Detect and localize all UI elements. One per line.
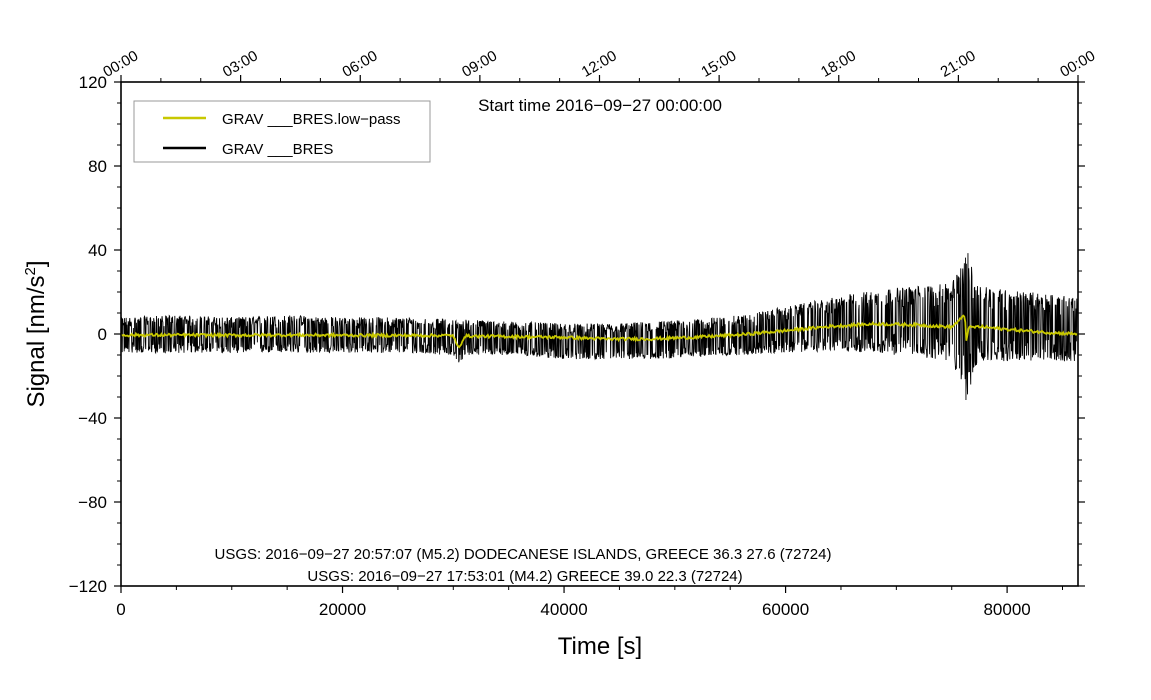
- y-axis-title-end: ]: [23, 260, 50, 267]
- annotation-dodecanese: USGS: 2016−09−27 20:57:07 (M5.2) DODECAN…: [215, 546, 832, 563]
- series-raw-signal: [121, 253, 1078, 401]
- x-tick-label: 60000: [762, 600, 809, 619]
- x-tick-label: 0: [116, 600, 125, 619]
- x-tick-label: 80000: [983, 600, 1030, 619]
- annotation-greece: USGS: 2016−09−27 17:53:01 (M4.2) GREECE …: [307, 568, 742, 585]
- legend-label-lowpass: GRAV ___BRES.low−pass: [222, 111, 401, 128]
- y-tick-label: −120: [69, 577, 107, 596]
- y-axis-title: Signal [nm/s2]: [22, 260, 50, 407]
- legend-label-raw: GRAV ___BRES: [222, 141, 333, 158]
- y-tick-label: −80: [78, 493, 107, 512]
- y-tick-label: 120: [79, 73, 107, 92]
- y-axis-title-superscript: 2: [22, 267, 39, 275]
- x-axis-title: Time [s]: [558, 633, 642, 660]
- x-tick-label: 40000: [540, 600, 587, 619]
- x-tick-label: 20000: [319, 600, 366, 619]
- y-tick-label: 80: [88, 157, 107, 176]
- start-time-label: Start time 2016−09−27 00:00:00: [478, 96, 722, 115]
- plot-area: [121, 253, 1078, 401]
- series-lowpass-signal: [121, 314, 1078, 349]
- y-tick-label: −40: [78, 409, 107, 428]
- legend-box: [133, 100, 431, 163]
- y-tick-label: 0: [98, 325, 107, 344]
- y-tick-label: 40: [88, 241, 107, 260]
- legend: GRAV ___BRES.low−pass GRAV ___BRES: [133, 100, 431, 163]
- y-axis-title-main: Signal [nm/s: [23, 275, 50, 407]
